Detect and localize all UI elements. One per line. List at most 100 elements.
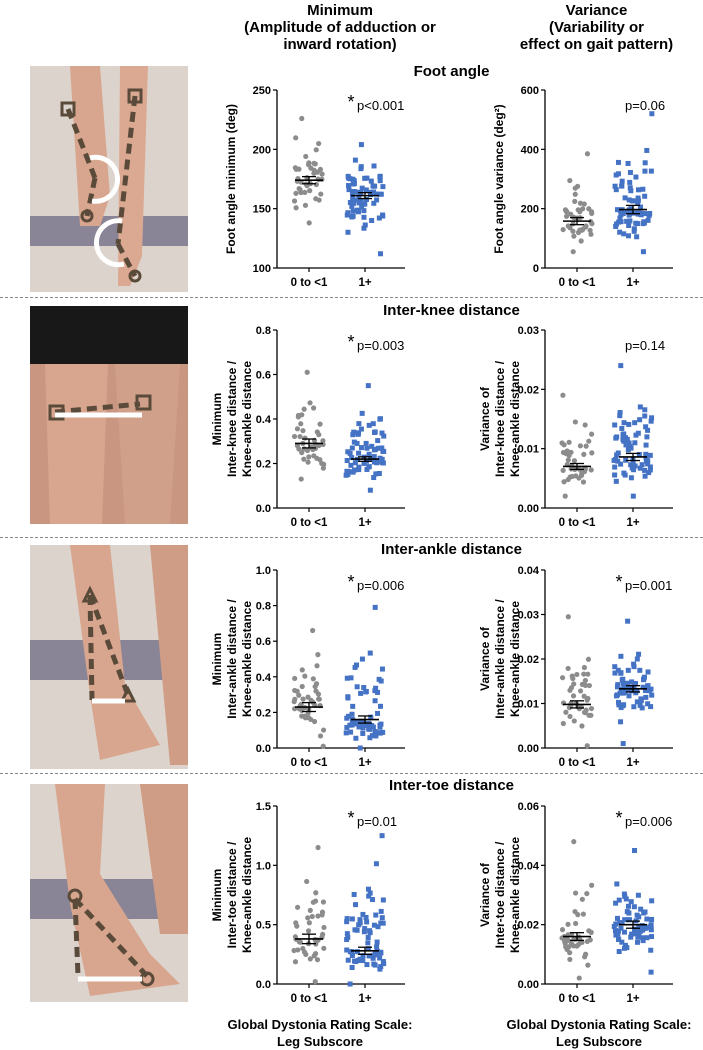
x-tick-label: 1+ [358,277,371,289]
data-point-group2 [365,940,371,946]
data-point-group1 [588,705,595,712]
row-title-inter-ankle: Inter-ankle distance [381,541,522,558]
data-point-group2 [640,684,646,690]
data-point-group2 [630,493,636,499]
data-point-group1 [292,934,298,940]
data-point-group2 [631,467,637,473]
y-tick-label: 0.04 [518,860,540,872]
data-point-group2 [640,249,646,255]
data-point-group1 [581,671,587,677]
data-point-group2 [618,212,624,218]
data-point-group1 [305,162,312,168]
data-point-group1 [583,443,589,449]
data-point-group2 [344,947,350,953]
data-point-group1 [572,920,579,927]
data-point-group1 [297,939,304,945]
y-tick-label: 1.5 [256,801,271,813]
data-point-group1 [588,467,594,473]
data-point-group1 [306,454,312,460]
data-point-group2 [371,454,377,460]
y-axis-label: Minimum [210,633,224,686]
significance-star: * [347,332,354,352]
data-point-group2 [646,470,652,476]
x-tick-label: 1+ [358,517,371,529]
data-point-group1 [564,448,570,454]
data-point-group2 [643,451,649,457]
y-axis-label: Inter-toe distance / [225,841,239,948]
data-point-group2 [363,197,369,203]
data-point-group2 [619,677,625,683]
data-point-group2 [362,175,368,181]
data-point-group2 [631,704,637,710]
data-point-group2 [348,729,354,735]
data-point-group1 [296,185,302,192]
data-point-group1 [580,479,587,485]
data-point-group2 [620,741,626,747]
data-point-group1 [560,467,566,473]
p-value-annotation: p=0.006 [625,814,672,829]
data-point-group2 [357,917,363,923]
data-point-group2 [648,418,654,424]
minimum-header-line3: inward rotation) [283,36,397,53]
data-point-group1 [319,176,325,182]
data-point-group2 [379,212,385,218]
data-point-group2 [612,422,618,428]
data-point-group2 [371,200,377,206]
data-point-group1 [586,206,592,212]
y-axis-label: Foot angle variance (deg²) [492,104,506,253]
data-point-group2 [364,962,370,968]
data-point-group2 [347,450,353,456]
data-point-group2 [349,949,355,955]
data-point-group2 [349,445,355,451]
data-point-group2 [354,440,360,446]
data-point-group2 [374,939,380,945]
photo-inter-toe-drawing [30,784,188,1002]
data-point-group2 [371,952,377,958]
x-tick-label: 0 to <1 [559,757,596,769]
data-point-group2 [354,949,360,955]
chart-inter-knee-variance: Variance of Inter-knee distance / Knee-ank… [478,325,673,529]
data-point-group1 [294,904,301,910]
data-point-group1 [570,249,576,255]
x-axis-caption-left-line2: Leg Subscore [277,1034,363,1049]
data-point-group1 [571,839,577,845]
data-point-group1 [305,714,312,721]
variance-header-line2: (Variability or [548,19,645,36]
data-point-group2 [351,891,357,897]
data-point-group2 [380,897,386,903]
data-point-group2 [645,427,651,433]
data-point-group1 [584,743,590,749]
data-point-group2 [631,661,637,667]
data-point-group2 [639,462,645,468]
data-point-group1 [291,433,298,440]
data-point-group2 [639,923,645,929]
data-point-group1 [305,694,311,700]
data-point-group1 [570,693,577,699]
data-point-group1 [585,962,591,968]
data-point-group2 [633,690,639,696]
data-point-group1 [577,200,584,206]
data-point-group1 [575,229,582,236]
data-point-group2 [648,927,654,933]
data-point-group2 [627,169,633,175]
y-tick-label: 0.5 [256,920,271,932]
y-tick-label: 400 [521,144,539,156]
data-point-group2 [371,163,377,169]
data-point-group2 [616,949,622,955]
data-point-group2 [367,650,373,656]
y-tick-label: 0.2 [256,707,271,719]
data-point-group2 [632,420,638,426]
data-point-group1 [576,975,582,981]
data-point-group2 [647,464,653,470]
data-point-group1 [571,681,577,687]
data-point-group2 [377,251,383,257]
data-point-group1 [587,227,593,233]
data-point-group1 [568,211,574,217]
y-axis-label: Minimum [210,393,224,446]
chart-inter-toe-minimum: Minimum Inter-toe distance / Knee-ankle di… [210,801,405,1005]
x-tick-label: 0 to <1 [291,757,328,769]
data-point-group2 [613,187,619,193]
data-point-group2 [619,425,625,431]
data-point-group2 [371,922,377,928]
y-tick-label: 0.02 [518,920,539,932]
